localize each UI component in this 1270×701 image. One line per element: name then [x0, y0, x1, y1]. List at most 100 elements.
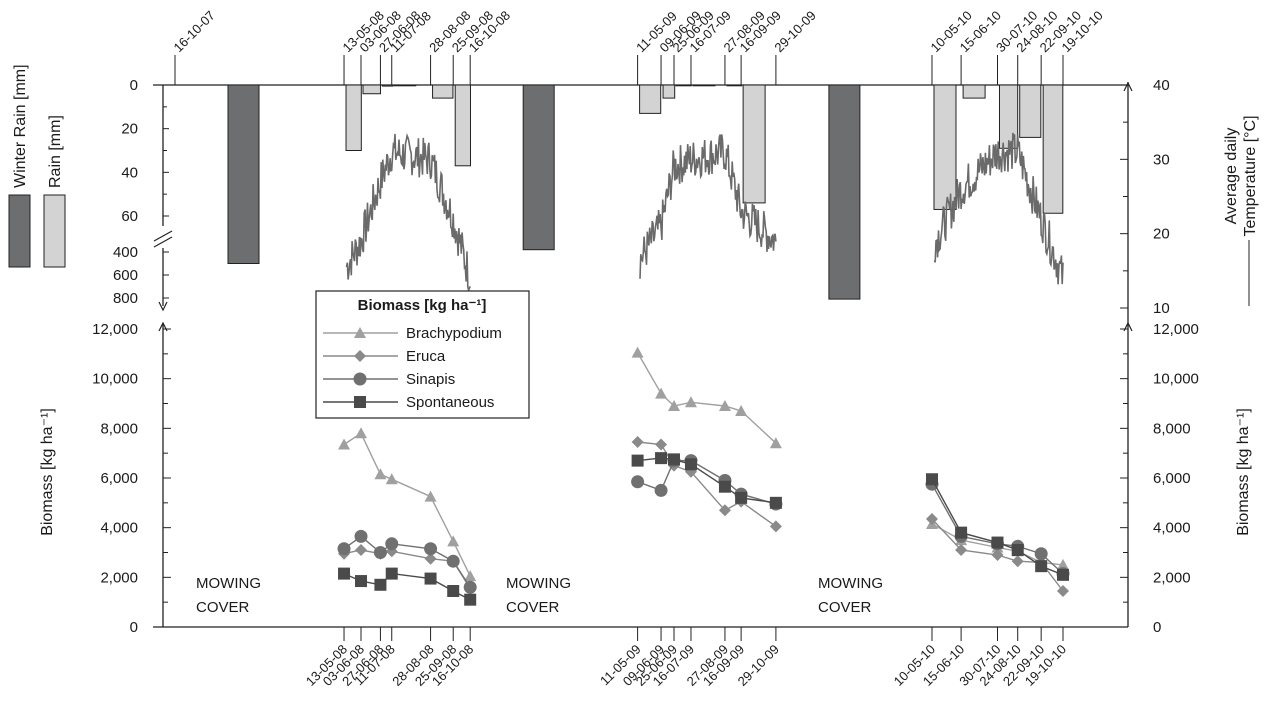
rain-bar — [1042, 84, 1064, 214]
rain-bar — [362, 84, 381, 95]
biomass-point-spontaneous — [424, 572, 437, 585]
biomass-tick-label: 2,000 — [1153, 569, 1191, 586]
rain-swatch — [43, 194, 66, 268]
axis-break-mark — [153, 230, 173, 248]
temperature-line — [933, 132, 1064, 285]
biomass-point-brachypodium — [631, 346, 644, 358]
rain-bar — [675, 84, 692, 87]
biomass-point-eruca — [955, 544, 968, 557]
biomass-point-spontaneous — [991, 536, 1004, 549]
biomass-point-brachypodium — [667, 399, 680, 411]
biomass-point-eruca — [424, 552, 437, 565]
biomass-tick-label: 12,000 — [1153, 321, 1199, 338]
biomass-tick-label: 12,000 — [92, 321, 138, 338]
rain-bar — [962, 84, 986, 99]
biomass-point-sinapis — [424, 542, 438, 556]
biomass-point-spontaneous — [631, 454, 644, 467]
biomass-point-eruca — [991, 548, 1004, 561]
temperature-axis-title: Average daily Temperature [°C] — [1223, 115, 1259, 236]
biomass-point-spontaneous — [684, 458, 697, 471]
biomass-point-eruca — [355, 544, 368, 557]
biomass-point-brachypodium — [655, 387, 668, 399]
rain-bar — [639, 84, 662, 114]
legend-label-spontaneous: Spontaneous — [406, 394, 494, 411]
biomass-tick-label: 2,000 — [100, 569, 138, 586]
biomass-point-spontaneous — [374, 578, 387, 591]
biomass-point-sinapis — [385, 537, 399, 551]
axis-arrow-down — [158, 301, 168, 312]
legend-label-brachypodium: Brachypodium — [406, 325, 502, 342]
biomass-tick-label: 4,000 — [1153, 520, 1191, 537]
rain-bar — [1019, 84, 1042, 138]
rain-tick-label: 20 — [121, 121, 138, 138]
note-cover: COVER — [506, 599, 560, 616]
legend-marker-sinapis — [353, 372, 367, 386]
legend-marker-brachypodium — [354, 327, 366, 338]
biomass-point-spontaneous — [955, 526, 968, 539]
biomass-point-sinapis — [1034, 547, 1048, 561]
rain-bar — [393, 84, 417, 87]
rain-tick-label: 40 — [121, 164, 138, 181]
biomass-point-eruca — [769, 520, 782, 533]
biomass-point-eruca — [655, 438, 668, 451]
rain-bar — [742, 84, 766, 204]
temperature-line — [345, 133, 471, 293]
biomass-point-brachypodium — [735, 404, 748, 416]
temperature-tick-label: 10 — [1153, 300, 1170, 317]
biomass-point-eruca — [631, 435, 644, 448]
winter-tick-label: 800 — [113, 290, 138, 307]
winter-rain-swatch — [8, 194, 31, 268]
biomass-point-sinapis — [446, 554, 460, 568]
biomass-legend-box — [315, 290, 530, 419]
biomass-point-sinapis — [463, 580, 477, 594]
biomass-point-sinapis — [337, 542, 351, 556]
winter-rain-label: Winter Rain [mm] — [12, 64, 29, 188]
biomass-point-eruca — [1057, 584, 1069, 597]
biomass-point-brachypodium — [374, 468, 387, 480]
biomass-tick-label: 8,000 — [100, 420, 138, 437]
legend-marker-spontaneous — [354, 396, 366, 408]
temperature-tick-label: 40 — [1153, 77, 1170, 94]
rain-bar — [381, 84, 394, 87]
biomass-point-sinapis — [631, 475, 645, 489]
biomass-tick-label: 8,000 — [1153, 420, 1191, 437]
biomass-legend-title: Biomass [kg ha⁻¹] — [358, 297, 487, 314]
biomass-point-spontaneous — [1035, 560, 1048, 573]
biomass-axis-title-right: Biomass [kg ha⁻¹] — [1235, 408, 1252, 536]
legend-label-sinapis: Sinapis — [406, 371, 455, 388]
biomass-point-brachypodium — [769, 437, 782, 449]
rain-tick-label: 60 — [121, 208, 138, 225]
legend-marker-eruca — [354, 350, 366, 362]
winter-rain-bar — [522, 84, 555, 251]
rain-bar — [933, 84, 957, 210]
biomass-point-spontaneous — [1011, 544, 1024, 557]
biomass-tick-label: 6,000 — [1153, 470, 1191, 487]
temperature-tick-label: 20 — [1153, 226, 1170, 243]
biomass-point-eruca — [925, 512, 938, 525]
biomass-point-brachypodium — [464, 570, 477, 582]
winter-tick-label: 400 — [113, 244, 138, 261]
mowing-cover-note-2010: MOWING COVER — [818, 575, 883, 616]
rain-bars-layer — [227, 84, 1064, 300]
rain-label: Rain [mm] — [47, 115, 64, 188]
biomass-tick-label: 10,000 — [1153, 371, 1199, 388]
biomass-tick-label: 4,000 — [100, 520, 138, 537]
note-cover: COVER — [818, 599, 872, 616]
biomass-tick-label: 0 — [130, 619, 138, 636]
rain-bar — [432, 84, 454, 99]
legend-label-eruca: Eruca — [406, 348, 446, 365]
biomass-axis-title-left: Biomass [kg ha⁻¹] — [39, 408, 56, 536]
axis-arrow-up — [158, 321, 168, 332]
biomass-point-brachypodium — [424, 490, 437, 502]
note-mowing: MOWING — [506, 575, 571, 592]
biomass-point-spontaneous — [655, 452, 668, 465]
rain-tick-label: 0 — [130, 77, 138, 94]
biomass-point-sinapis — [373, 546, 387, 559]
biomass-point-spontaneous — [338, 567, 351, 580]
winter-rain-bar — [828, 84, 861, 300]
temperature-title-line: Temperature [°C] — [1242, 115, 1259, 236]
biomass-point-brachypodium — [338, 438, 351, 450]
temperature-layer — [345, 132, 1064, 293]
biomass-point-brachypodium — [1057, 558, 1069, 570]
